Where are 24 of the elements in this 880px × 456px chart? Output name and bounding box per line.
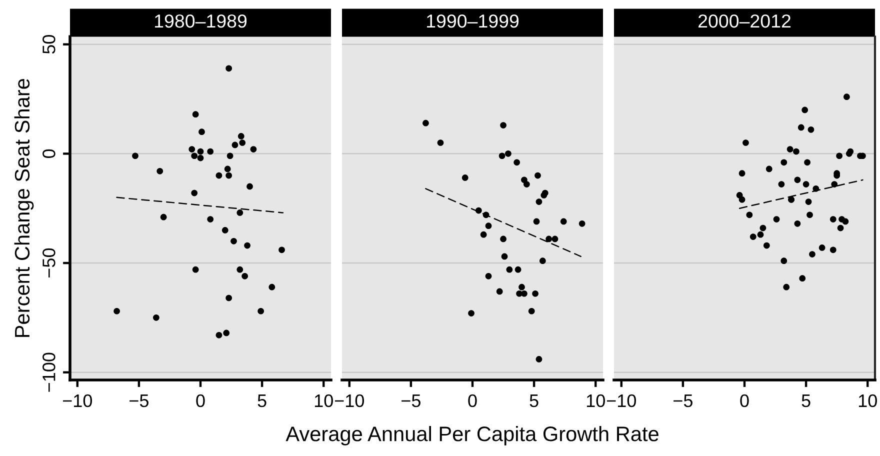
x-tick-label: −10 xyxy=(62,394,92,408)
chart-title: 1980–1989 xyxy=(155,14,247,28)
x-tick-label: 10 xyxy=(586,394,605,408)
x-tick-label: 0 xyxy=(740,394,749,408)
x-tick-label: 5 xyxy=(530,394,538,408)
y-tick-label: −100 xyxy=(42,352,56,392)
chart-title: 1990–1999 xyxy=(427,14,519,28)
x-tick-label: 10 xyxy=(858,394,877,408)
x-axis-title: Average Annual Per Capita Growth Rate xyxy=(286,426,658,446)
y-tick-label: 0 xyxy=(42,149,56,158)
x-tick-label: −10 xyxy=(334,394,364,408)
x-tick-label: 10 xyxy=(314,394,333,408)
x-tick-label: 0 xyxy=(468,394,477,408)
y-axis-title: Percent Change Seat Share xyxy=(14,78,34,337)
y-tick-label: 50 xyxy=(42,35,56,54)
x-tick-label: −5 xyxy=(402,394,420,408)
x-tick-label: 5 xyxy=(258,394,266,408)
chart-title: 2000–2012 xyxy=(698,14,790,28)
x-tick-label: −5 xyxy=(130,394,148,408)
x-tick-label: 0 xyxy=(196,394,205,408)
y-tick-label: −50 xyxy=(42,248,56,278)
x-tick-label: −10 xyxy=(606,394,636,408)
x-tick-label: −5 xyxy=(674,394,692,408)
x-tick-label: 5 xyxy=(802,394,810,408)
